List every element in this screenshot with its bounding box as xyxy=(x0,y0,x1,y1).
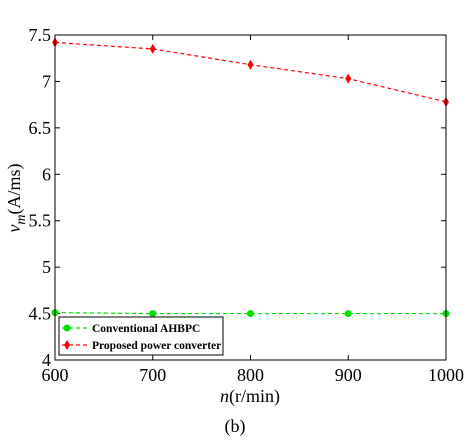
y-axis-label-unit: (A/ms) xyxy=(4,163,25,214)
y-tick-label: 7 xyxy=(42,71,51,91)
y-axis-label-main: v xyxy=(4,225,24,233)
y-axis-label: vm(A/ms) xyxy=(4,163,29,232)
data-point-proposed xyxy=(149,43,156,54)
y-axis-label-subscript: m xyxy=(14,214,29,224)
y-tick-label: 6.5 xyxy=(29,118,52,138)
x-axis-label-main: n xyxy=(220,386,229,406)
legend-entry-conventional: Conventional AHBPC xyxy=(62,323,200,335)
x-tick-label: 1000 xyxy=(428,365,464,385)
y-tick-label: 5 xyxy=(42,257,51,277)
x-axis-label-unit: (r/min) xyxy=(229,386,280,407)
legend-label-conventional: Conventional AHBPC xyxy=(92,323,200,335)
y-tick-label: 6 xyxy=(42,164,51,184)
data-point-conventional xyxy=(247,310,254,318)
x-tick-label: 900 xyxy=(335,365,362,385)
legend-marker-proposed xyxy=(64,340,70,350)
y-tick-label: 4 xyxy=(42,350,51,370)
data-point-proposed xyxy=(345,73,352,84)
data-point-conventional xyxy=(344,310,352,318)
plot-frame xyxy=(54,34,447,361)
x-axis-label: n(r/min) xyxy=(220,386,280,407)
x-tick-label: 700 xyxy=(139,365,166,385)
legend-marker-conventional xyxy=(63,324,71,332)
figure-caption: (b) xyxy=(225,416,246,437)
legend: Conventional AHBPC Proposed power conver… xyxy=(58,316,224,356)
series-line-proposed xyxy=(54,41,447,103)
y-tick-label: 7.5 xyxy=(29,25,52,45)
legend-box xyxy=(58,316,224,356)
y-tick-label: 5.5 xyxy=(29,211,52,231)
series-line-conventional xyxy=(54,312,446,315)
data-point-proposed xyxy=(247,59,254,70)
data-point-conventional xyxy=(149,310,157,318)
chart-marks: 4 4.5 5 5.5 6 6.5 7 7.5 600 700 800 900 1000 xyxy=(29,25,465,385)
y-tick-label: 4.5 xyxy=(29,304,52,324)
x-tick-label: 600 xyxy=(42,365,69,385)
x-tick-label: 800 xyxy=(237,365,264,385)
legend-label-proposed: Proposed power converter xyxy=(92,340,221,352)
legend-entry-proposed: Proposed power converter xyxy=(62,340,221,352)
